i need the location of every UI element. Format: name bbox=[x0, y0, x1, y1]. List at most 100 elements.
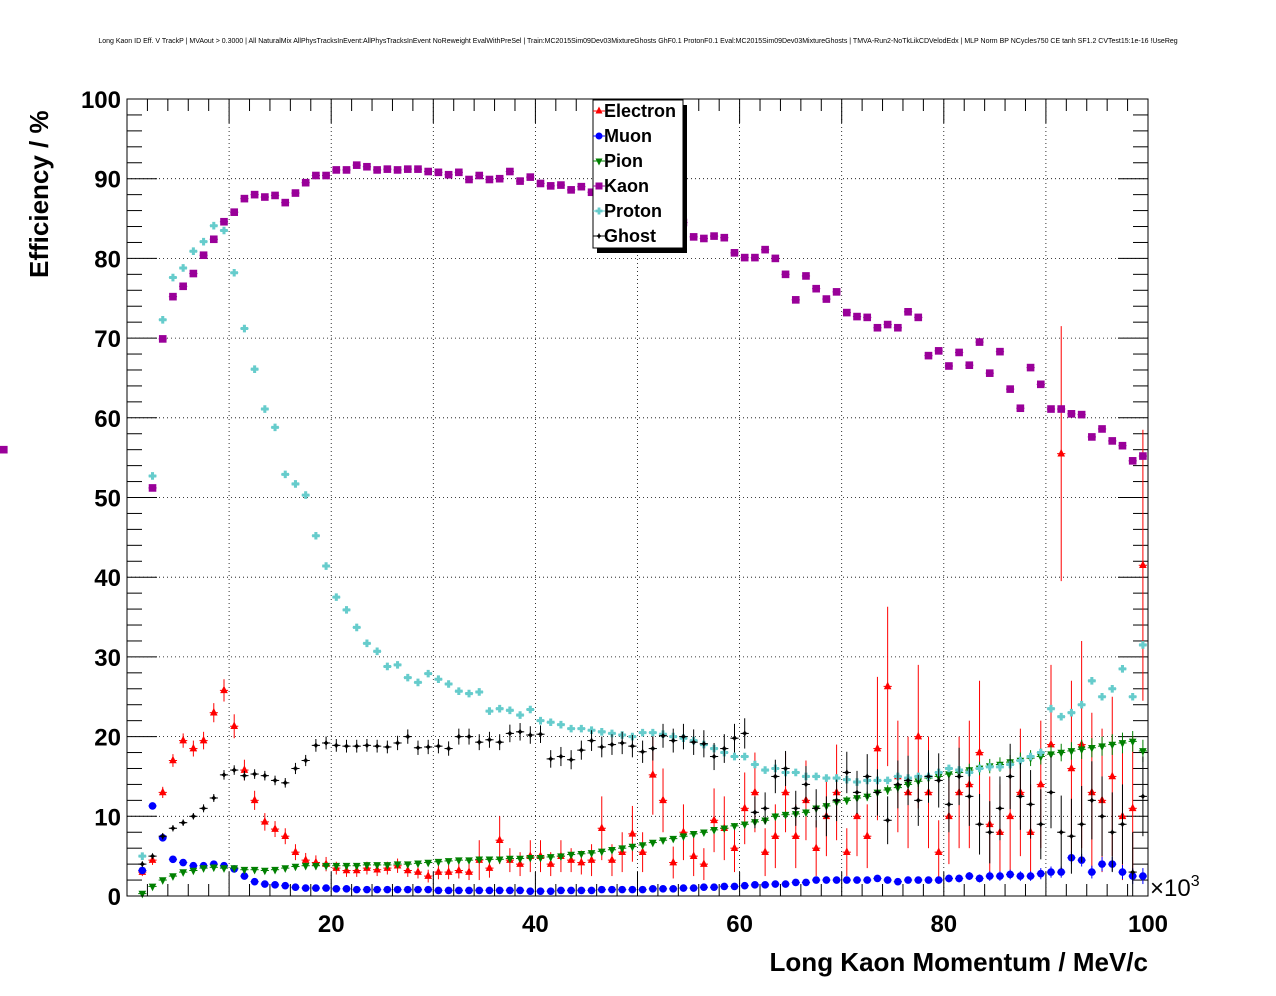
data-point-ghost bbox=[598, 743, 606, 751]
data-point-proton bbox=[1139, 641, 1147, 649]
data-point-kaon bbox=[485, 175, 494, 184]
data-point-ghost bbox=[945, 800, 953, 808]
data-point-ghost bbox=[404, 733, 412, 741]
data-point-proton bbox=[536, 716, 545, 725]
x-tick-label: 80 bbox=[930, 911, 957, 938]
data-point-pion bbox=[883, 787, 892, 795]
data-point-ghost bbox=[751, 808, 759, 816]
legend: Electron Muon Pion Kaon Proton Ghost bbox=[592, 99, 687, 253]
data-point-electron bbox=[883, 681, 892, 690]
data-point-ghost bbox=[884, 816, 892, 824]
data-point-ghost bbox=[200, 804, 207, 812]
data-point-kaon bbox=[832, 288, 841, 296]
data-point-proton bbox=[230, 268, 239, 277]
data-point-kaon bbox=[383, 165, 392, 173]
data-point-proton bbox=[352, 623, 361, 632]
data-point-electron bbox=[710, 815, 718, 824]
y-axis-title: Efficiency / % bbox=[24, 110, 54, 278]
data-point-proton bbox=[199, 237, 208, 246]
data-point-pion bbox=[373, 862, 381, 870]
data-point-muon bbox=[240, 872, 249, 880]
legend-entry-pion: Pion bbox=[593, 151, 643, 171]
data-point-kaon bbox=[475, 171, 484, 180]
data-point-pion bbox=[332, 862, 341, 871]
data-point-electron bbox=[261, 817, 269, 825]
data-point-proton bbox=[1047, 704, 1055, 713]
data-point-muon bbox=[649, 885, 657, 893]
x-tick-label: 60 bbox=[726, 911, 753, 938]
data-point-electron bbox=[587, 855, 596, 863]
series-kaon bbox=[0, 161, 1147, 492]
data-point-ghost bbox=[424, 743, 432, 751]
data-point-muon bbox=[751, 881, 759, 889]
data-point-ghost bbox=[506, 729, 514, 737]
data-point-ghost bbox=[526, 731, 534, 739]
data-point-proton bbox=[740, 752, 749, 761]
data-point-electron bbox=[689, 851, 698, 859]
data-point-electron bbox=[679, 827, 688, 836]
data-point-proton bbox=[179, 264, 187, 272]
data-point-ghost bbox=[874, 788, 881, 796]
data-point-kaon bbox=[924, 351, 933, 360]
data-point-ghost bbox=[1016, 792, 1024, 800]
data-point-proton bbox=[1098, 692, 1106, 701]
data-point-muon bbox=[1098, 860, 1106, 868]
data-point-muon bbox=[1118, 868, 1127, 876]
data-point-pion bbox=[414, 860, 422, 869]
data-point-proton bbox=[209, 221, 218, 230]
data-point-kaon bbox=[781, 270, 790, 279]
data-point-pion bbox=[158, 877, 167, 885]
data-point-proton bbox=[169, 273, 177, 282]
data-point-pion bbox=[669, 835, 678, 844]
data-point-muon bbox=[332, 885, 341, 893]
data-point-electron bbox=[271, 824, 279, 832]
data-point-electron bbox=[649, 770, 657, 778]
data-point-muon bbox=[169, 855, 177, 864]
data-point-proton bbox=[506, 706, 514, 715]
data-point-ghost bbox=[302, 757, 310, 764]
x-tick-label: 40 bbox=[522, 911, 549, 938]
data-point-muon bbox=[261, 880, 269, 888]
data-point-kaon bbox=[771, 254, 780, 263]
data-point-pion bbox=[649, 839, 657, 848]
data-point-muon bbox=[434, 886, 443, 895]
data-point-pion bbox=[536, 854, 545, 863]
data-point-ghost bbox=[343, 742, 350, 750]
series-electron bbox=[138, 326, 1147, 885]
data-point-proton bbox=[761, 766, 769, 774]
data-point-muon bbox=[802, 878, 810, 887]
data-point-muon bbox=[669, 885, 678, 893]
data-point-proton bbox=[649, 728, 657, 737]
data-point-muon bbox=[1088, 868, 1096, 876]
legend-marker-kaon bbox=[595, 182, 603, 190]
data-point-muon bbox=[985, 872, 994, 880]
data-point-kaon bbox=[220, 217, 228, 226]
data-point-muon bbox=[771, 880, 780, 888]
data-point-ghost bbox=[1068, 832, 1075, 840]
data-point-proton bbox=[557, 720, 565, 729]
legend-label-pion: Pion bbox=[604, 151, 643, 171]
data-point-electron bbox=[485, 863, 494, 871]
data-point-proton bbox=[455, 687, 463, 695]
data-point-kaon bbox=[740, 253, 749, 262]
data-point-ghost bbox=[179, 819, 187, 827]
plot-frame bbox=[126, 98, 1149, 897]
data-point-electron bbox=[444, 867, 453, 875]
data-point-pion bbox=[638, 842, 647, 850]
data-point-kaon bbox=[189, 269, 198, 278]
data-point-muon bbox=[179, 858, 187, 867]
data-point-muon bbox=[894, 877, 902, 886]
data-point-electron bbox=[495, 835, 504, 844]
data-point-proton bbox=[475, 688, 484, 696]
data-point-proton bbox=[342, 606, 351, 614]
data-point-muon bbox=[281, 881, 290, 890]
data-point-muon bbox=[720, 882, 729, 891]
data-point-ghost bbox=[251, 770, 259, 778]
y-tick-label: 70 bbox=[94, 326, 121, 353]
y-tick-label: 80 bbox=[94, 246, 121, 273]
data-point-pion bbox=[945, 771, 953, 779]
data-point-muon bbox=[383, 885, 392, 894]
data-point-kaon bbox=[1047, 405, 1055, 413]
data-point-kaon bbox=[1077, 410, 1086, 419]
data-point-ghost bbox=[271, 777, 279, 784]
